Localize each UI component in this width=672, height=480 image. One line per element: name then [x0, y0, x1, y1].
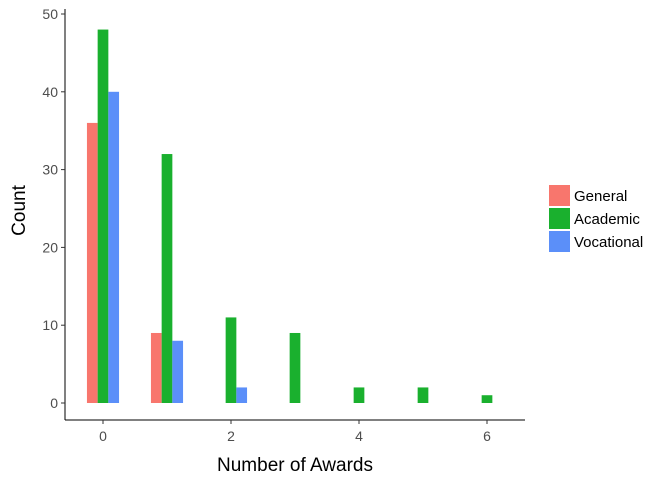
y-axis-ticks: 0 10 20 30 40 50 — [42, 6, 65, 411]
y-tick-label: 10 — [42, 317, 58, 333]
bar-academic-1 — [161, 154, 173, 403]
bar-general-1 — [150, 332, 162, 403]
legend-key-academic — [549, 208, 570, 229]
bar-vocational-2 — [236, 387, 248, 403]
bar-vocational-0 — [108, 91, 120, 404]
x-tick-label: 6 — [483, 428, 491, 444]
bar-academic-6 — [481, 395, 493, 403]
bar-academic-3 — [289, 332, 301, 403]
x-axis-title: Number of Awards — [217, 455, 373, 476]
x-tick-label: 0 — [99, 428, 107, 444]
legend-label-vocational: Vocational — [574, 234, 643, 251]
y-tick-label: 30 — [42, 162, 58, 178]
bar-academic-5 — [417, 387, 429, 403]
y-axis-title: Count — [9, 184, 30, 235]
y-tick-label: 0 — [50, 395, 58, 411]
legend-key-vocational — [549, 231, 570, 252]
x-axis-ticks: 0 2 4 6 — [99, 420, 491, 444]
legend-label-academic: Academic — [574, 211, 640, 228]
x-tick-label: 4 — [355, 428, 363, 444]
bars-layer — [86, 29, 493, 404]
bar-general-0 — [86, 122, 98, 404]
bar-academic-0 — [97, 29, 109, 404]
y-tick-label: 50 — [42, 6, 58, 22]
x-tick-label: 2 — [227, 428, 235, 444]
bar-academic-4 — [353, 387, 365, 403]
legend: General Academic Vocational — [549, 185, 643, 252]
y-tick-label: 20 — [42, 239, 58, 255]
y-tick-label: 40 — [42, 84, 58, 100]
legend-label-general: General — [574, 188, 627, 205]
legend-key-general — [549, 185, 570, 206]
bar-academic-2 — [225, 317, 237, 403]
bar-vocational-1 — [172, 340, 184, 403]
